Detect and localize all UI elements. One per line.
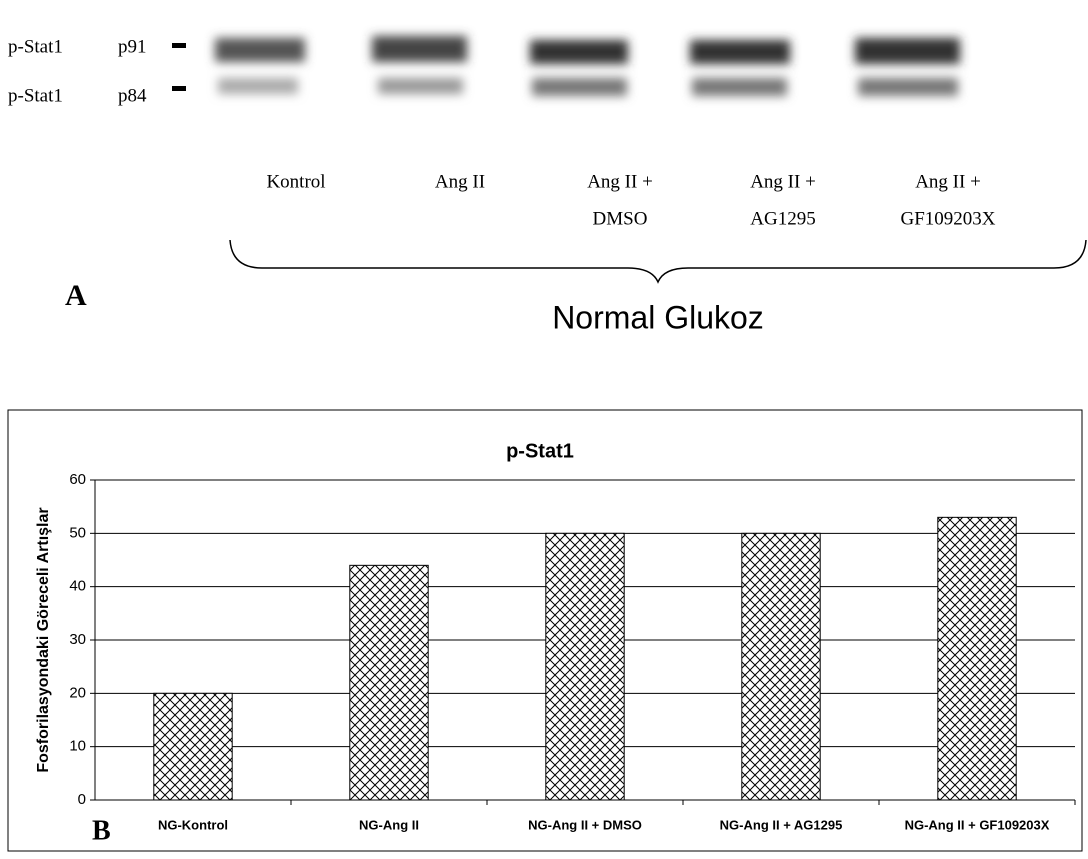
marker-band: p91 (118, 36, 147, 57)
x-tick-label: NG-Kontrol (158, 817, 228, 832)
y-tick-label: 60 (69, 471, 86, 488)
marker-dash (172, 86, 186, 91)
panel-label: A (65, 279, 87, 312)
bar (546, 533, 624, 800)
group-label: Normal Glukoz (552, 299, 764, 335)
lane-label: DMSO (593, 208, 648, 229)
lane-label: AG1295 (750, 208, 815, 229)
blot-image (215, 36, 960, 96)
bar (154, 693, 232, 800)
y-tick-label: 10 (69, 738, 86, 755)
x-tick-label: NG-Ang II + AG1295 (720, 817, 843, 832)
brace (230, 240, 1086, 282)
lane-label: GF109203X (900, 208, 995, 229)
y-tick-label: 0 (78, 791, 86, 808)
marker-protein: p-Stat1 (8, 85, 63, 106)
y-tick-label: 40 (69, 578, 86, 595)
y-tick-label: 20 (69, 684, 86, 701)
lane-label: Ang II + (915, 171, 981, 192)
y-tick-label: 30 (69, 631, 86, 648)
marker-dash (172, 43, 186, 48)
marker-protein: p-Stat1 (8, 36, 63, 57)
x-tick-label: NG-Ang II + GF109203X (905, 817, 1050, 832)
lane-labels: Kontrol Ang II Ang II + DMSO Ang II + AG1295 A… (266, 171, 995, 229)
marker-band: p84 (118, 85, 147, 106)
y-tick-label: 50 (69, 524, 86, 541)
page: {"blot": { "markers": [{"protein": "p-St… (0, 0, 1088, 859)
figure: p-Stat1 p91 p-Stat1 p84 Kontrol Ang II Ang… (0, 0, 1088, 859)
bar (350, 565, 428, 800)
bar (742, 533, 820, 800)
chart-title: p-Stat1 (506, 440, 574, 462)
lane-label: Ang II + (587, 171, 653, 192)
x-tick-label: NG-Ang II (359, 817, 419, 832)
lane-label: Ang II + (750, 171, 816, 192)
lane-label: Kontrol (266, 171, 325, 192)
lane-label: Ang II (435, 171, 485, 192)
y-axis-label: Fosforilasyondaki Göreceli Artışlar (35, 507, 52, 772)
panel-label: B (92, 815, 111, 846)
bar (938, 517, 1016, 800)
x-tick-label: NG-Ang II + DMSO (528, 817, 642, 832)
